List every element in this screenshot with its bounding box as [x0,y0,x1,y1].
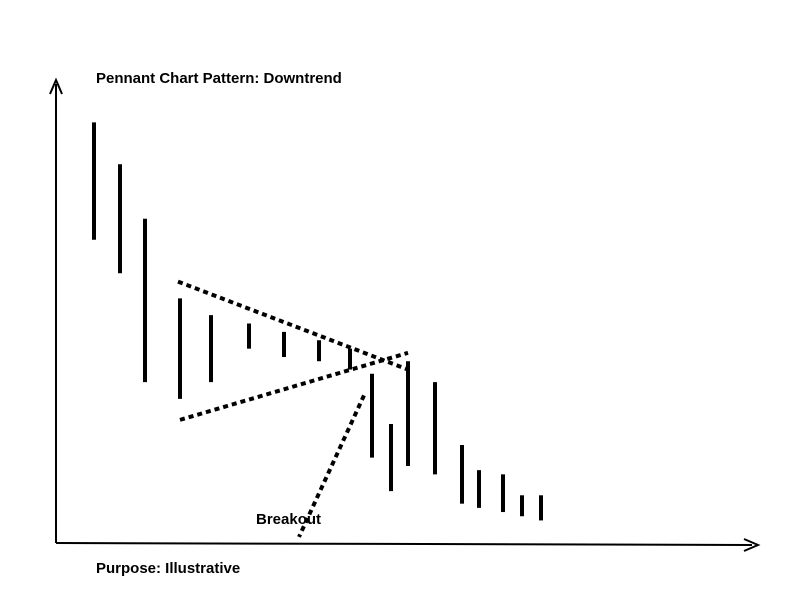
pennant-lines [177,279,409,422]
breakout-label: Breakout [256,511,321,528]
chart-title: Pennant Chart Pattern: Downtrend [96,70,342,87]
x-axis-arrow [743,538,761,552]
breakout-dotted-line [297,394,366,538]
breakout-pointer [297,394,366,538]
x-axis [55,542,753,546]
chart-axes [49,77,761,552]
chart-footer: Purpose: Illustrative [96,560,241,577]
price-bars [92,122,543,521]
y-axis-arrow [49,77,63,95]
pennant-lower-line [179,350,409,422]
